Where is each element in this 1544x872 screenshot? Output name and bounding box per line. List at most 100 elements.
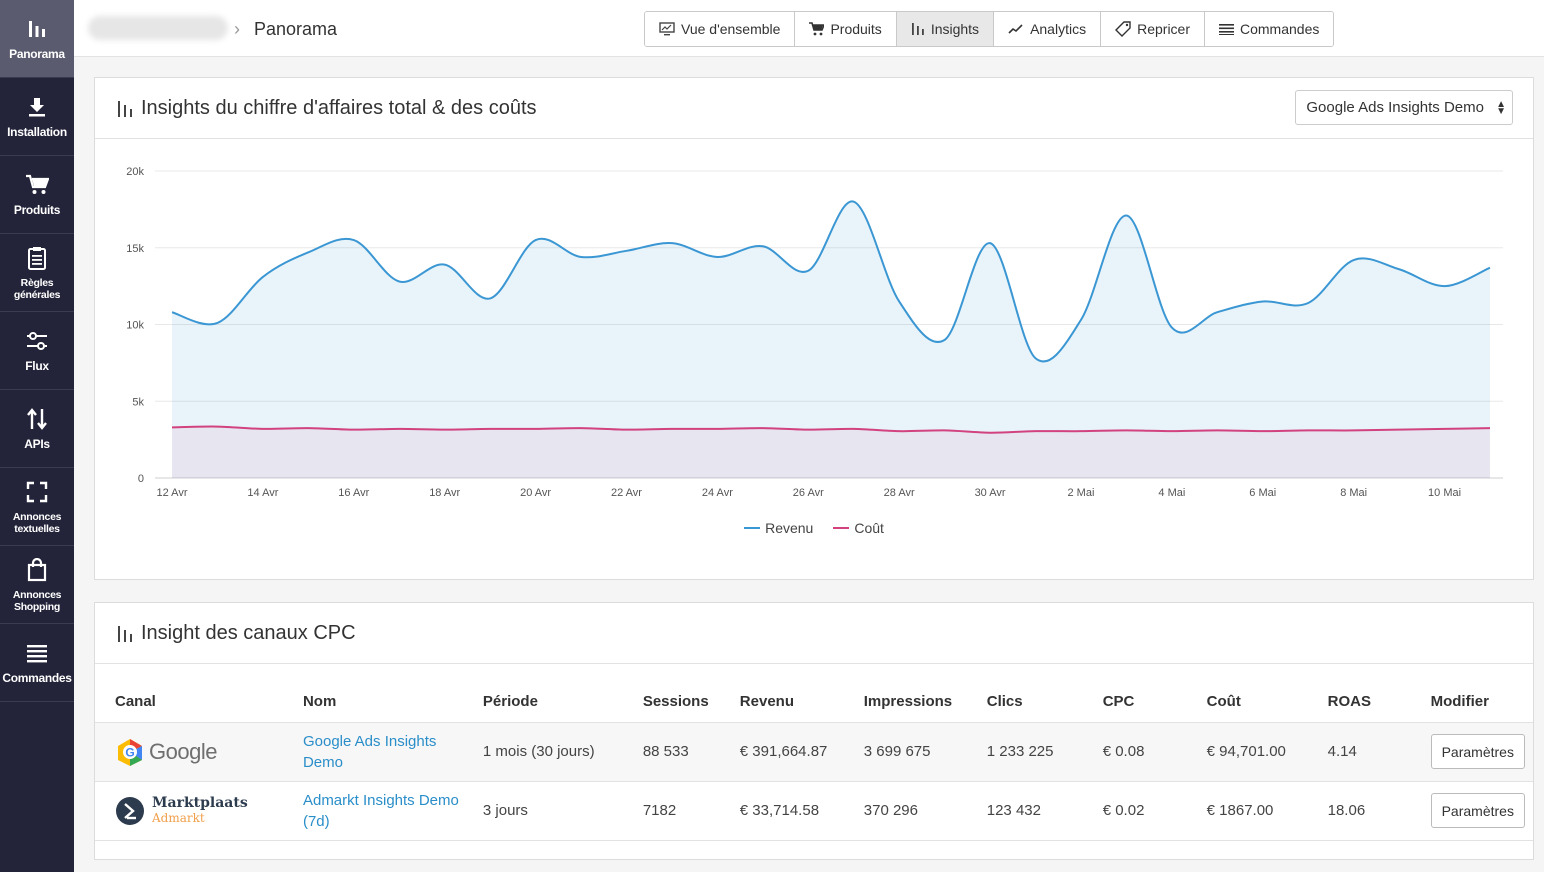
sidebar-item-commandes[interactable]: Commandes <box>0 624 74 702</box>
impressions-cell: 370 296 <box>855 781 979 841</box>
table-row: G Google Google Ads Insights Demo 1 mois… <box>95 722 1533 782</box>
y-tick-label: 0 <box>138 473 144 485</box>
table-row: Marktplaats Admarkt Admarkt Insights Dem… <box>95 781 1533 841</box>
sidebar-item-label: Installation <box>7 125 67 139</box>
settings-button[interactable]: Paramètres <box>1430 793 1525 828</box>
column-header: Période <box>474 681 635 723</box>
bar-chart-icon <box>911 23 924 35</box>
sidebar-item-annonces-shopping[interactable]: Annonces Shopping <box>0 546 74 624</box>
x-tick-label: 8 Mai <box>1340 487 1367 499</box>
cart-icon <box>809 22 825 36</box>
name-cell: Admarkt Insights Demo (7d) <box>294 781 475 841</box>
settings-button[interactable]: Paramètres <box>1430 734 1525 769</box>
x-tick-label: 22 Avr <box>611 487 642 499</box>
cpc-channels-card: Insight des canaux CPC Canal Nom Période… <box>94 602 1534 860</box>
frame-corners-icon <box>24 479 50 505</box>
card-title-text: Insight des canaux CPC <box>141 622 356 644</box>
bar-chart-icon <box>24 16 50 42</box>
sidebar-item-label: Flux <box>25 359 49 373</box>
cpc-cell: € 0.02 <box>1094 781 1199 841</box>
sidebar-item-label: Panorama <box>9 47 65 61</box>
swap-arrows-icon <box>24 406 50 432</box>
legend-swatch <box>833 527 850 529</box>
campaign-link[interactable]: Google Ads Insights Demo <box>302 732 437 771</box>
column-header: Revenu <box>731 681 856 723</box>
sidebar-item-label: Annonces textuelles <box>12 510 62 535</box>
x-tick-label: 18 Avr <box>429 487 460 499</box>
column-header: CPC <box>1094 681 1199 723</box>
period-cell: 3 jours <box>474 781 635 841</box>
name-cell: Google Ads Insights Demo <box>294 722 475 782</box>
bar-chart-icon <box>118 625 132 642</box>
sidebar: Panorama Installation Produits Règles gé… <box>0 0 74 872</box>
revenue-cell: € 33,714.58 <box>731 781 856 841</box>
sidebar-item-panorama[interactable]: Panorama <box>0 0 74 78</box>
tab-vue-ensemble[interactable]: Vue d'ensemble <box>645 12 796 46</box>
x-tick-label: 24 Avr <box>702 487 733 499</box>
sidebar-item-regles[interactable]: Règles générales <box>0 234 74 312</box>
revenue-cell: € 391,664.87 <box>731 722 856 782</box>
sidebar-item-annonces-textuelles[interactable]: Annonces textuelles <box>0 468 74 546</box>
tab-repricer[interactable]: Repricer <box>1101 12 1205 46</box>
legend-swatch <box>744 527 761 529</box>
period-cell: 1 mois (30 jours) <box>474 722 635 782</box>
marktplaats-logo: Marktplaats Admarkt <box>115 795 287 826</box>
cpc-cell: € 0.08 <box>1094 722 1199 782</box>
account-select[interactable]: Google Ads Insights Demo ▲ ▼ <box>1295 90 1513 125</box>
sidebar-item-label: APIs <box>24 437 50 451</box>
card-header: Insight des canaux CPC <box>95 603 1533 664</box>
x-tick-label: 6 Mai <box>1249 487 1276 499</box>
legend-label: Coût <box>854 520 884 536</box>
channel-cell: G Google <box>95 722 295 782</box>
svg-text:G: G <box>125 745 134 759</box>
legend-item-cout[interactable]: Coût <box>833 520 884 536</box>
breadcrumb-current: Panorama <box>254 19 338 39</box>
x-tick-label: 12 Avr <box>157 487 188 499</box>
sidebar-item-apis[interactable]: APIs <box>0 390 74 468</box>
card-title: Insight des canaux CPC <box>117 622 356 645</box>
tag-icon <box>1115 21 1131 37</box>
card-title-text: Insights du chiffre d'affaires total & d… <box>141 97 537 119</box>
column-header: Nom <box>294 681 475 723</box>
x-tick-label: 30 Avr <box>975 487 1006 499</box>
y-tick-label: 15k <box>126 243 144 255</box>
clicks-cell: 1 233 225 <box>978 722 1095 782</box>
x-tick-label: 2 Mai <box>1068 487 1095 499</box>
tab-analytics[interactable]: Analytics <box>994 12 1102 46</box>
google-logo: G Google <box>115 737 287 767</box>
column-header: Sessions <box>634 681 732 723</box>
sessions-cell: 88 533 <box>634 722 732 782</box>
tab-insights[interactable]: Insights <box>896 12 995 46</box>
roas-cell: 4.14 <box>1319 722 1423 782</box>
table-header-row: Canal Nom Période Sessions Revenu Impres… <box>95 681 1533 723</box>
series-area-revenu <box>172 201 1490 478</box>
account-select-value: Google Ads Insights Demo <box>1306 99 1484 116</box>
sidebar-item-flux[interactable]: Flux <box>0 312 74 390</box>
tab-produits[interactable]: Produits <box>795 12 897 46</box>
impressions-cell: 3 699 675 <box>855 722 979 782</box>
x-tick-label: 4 Mai <box>1158 487 1185 499</box>
column-header: Modifier <box>1422 681 1533 723</box>
tab-label: Repricer <box>1137 21 1190 37</box>
channel-logo-text-group: Marktplaats Admarkt <box>152 795 248 826</box>
sidebar-item-installation[interactable]: Installation <box>0 78 74 156</box>
sidebar-item-label: Annonces Shopping <box>12 588 62 613</box>
x-tick-label: 14 Avr <box>247 487 278 499</box>
x-tick-label: 16 Avr <box>338 487 369 499</box>
campaign-link[interactable]: Admarkt Insights Demo (7d) <box>302 791 459 830</box>
column-header: ROAS <box>1319 681 1423 723</box>
column-header: Impressions <box>855 681 979 723</box>
legend-item-revenu[interactable]: Revenu <box>744 520 813 536</box>
sidebar-item-label: Règles générales <box>13 276 61 301</box>
marktplaats-icon <box>116 796 144 825</box>
x-tick-label: 10 Mai <box>1428 487 1461 499</box>
x-tick-label: 20 Avr <box>520 487 551 499</box>
select-caret-icon: ▲ ▼ <box>1496 99 1506 117</box>
account-name-blurred <box>88 16 228 40</box>
sidebar-item-label: Produits <box>13 203 61 217</box>
sidebar-item-produits[interactable]: Produits <box>0 156 74 234</box>
tab-commandes[interactable]: Commandes <box>1205 12 1334 46</box>
x-tick-label: 28 Avr <box>884 487 915 499</box>
series-line-revenu <box>171 200 1491 363</box>
nav-tabs: Vue d'ensemble Produits Insights Analyti… <box>644 11 1335 47</box>
